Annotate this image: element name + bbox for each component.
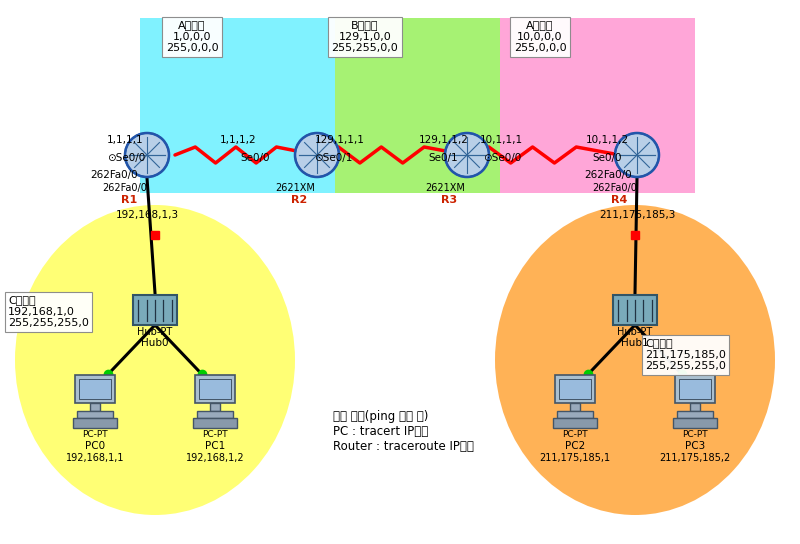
Bar (90, 403, 100, 411)
Bar (690, 403, 700, 411)
Bar (73, 418, 117, 428)
Ellipse shape (15, 205, 295, 515)
Text: Se0/1: Se0/1 (428, 153, 458, 163)
Text: ⊙Se0/1: ⊙Se0/1 (314, 153, 352, 163)
Text: 192,168,1,1: 192,168,1,1 (66, 453, 124, 463)
Text: 경로 추적(ping 안될 때)
PC : tracert IP주소
Router : traceroute IP주소: 경로 추적(ping 안될 때) PC : tracert IP주소 Route… (333, 410, 474, 453)
Text: C클래스
211,175,185,0
255,255,255,0: C클래스 211,175,185,0 255,255,255,0 (645, 338, 726, 371)
Text: PC1: PC1 (205, 441, 225, 451)
Text: 211,175,185,2: 211,175,185,2 (659, 453, 730, 463)
Bar (675, 375, 715, 403)
Bar (133, 295, 177, 325)
Circle shape (295, 133, 339, 177)
Text: 211,175,185,3: 211,175,185,3 (599, 210, 675, 220)
Bar (559, 379, 591, 399)
Text: 1,1,1,2: 1,1,1,2 (220, 135, 256, 145)
Text: R2: R2 (291, 195, 307, 205)
Bar (197, 411, 233, 418)
Text: B클래스
129,1,0,0
255,255,0,0: B클래스 129,1,0,0 255,255,0,0 (332, 20, 398, 53)
Text: PC-PT: PC-PT (82, 430, 108, 439)
Bar (195, 375, 235, 403)
Text: 10,1,1,1: 10,1,1,1 (479, 135, 522, 145)
Text: PC2: PC2 (565, 441, 585, 451)
Circle shape (445, 133, 489, 177)
Text: Hub-PT: Hub-PT (138, 327, 173, 337)
Text: Hub-PT: Hub-PT (618, 327, 653, 337)
Bar (679, 379, 711, 399)
Text: A클래스
1,0,0,0
255,0,0,0: A클래스 1,0,0,0 255,0,0,0 (166, 20, 218, 53)
Text: 2621XM: 2621XM (275, 183, 315, 193)
Text: 192,168,1,3: 192,168,1,3 (115, 210, 178, 220)
Circle shape (125, 133, 169, 177)
Bar (555, 375, 595, 403)
Text: PC3: PC3 (685, 441, 705, 451)
Text: 192,168,1,2: 192,168,1,2 (186, 453, 244, 463)
Text: R4: R4 (611, 195, 627, 205)
Bar (553, 418, 597, 428)
Bar (613, 295, 657, 325)
Text: PC-PT: PC-PT (562, 430, 588, 439)
Text: ⊙Se0/0: ⊙Se0/0 (483, 153, 521, 163)
Text: A클래스
10,0,0,0
255,0,0,0: A클래스 10,0,0,0 255,0,0,0 (514, 20, 566, 53)
Text: 129,1,1,2: 129,1,1,2 (419, 135, 469, 145)
Text: Se0/0: Se0/0 (592, 153, 622, 163)
Bar (199, 379, 231, 399)
Text: C클래스
192,168,1,0
255,255,255,0: C클래스 192,168,1,0 255,255,255,0 (8, 295, 89, 328)
Text: 262Fa0/0: 262Fa0/0 (593, 183, 638, 193)
Text: ⊙Se0/0: ⊙Se0/0 (107, 153, 145, 163)
Text: 2621XM: 2621XM (425, 183, 465, 193)
Text: R1: R1 (121, 195, 137, 205)
Text: PC-PT: PC-PT (682, 430, 708, 439)
Text: R3: R3 (441, 195, 457, 205)
Ellipse shape (495, 205, 775, 515)
Text: 262Fa0/0: 262Fa0/0 (584, 170, 632, 180)
Text: Hub1: Hub1 (621, 338, 649, 348)
Text: Se0/0: Se0/0 (240, 153, 270, 163)
Bar (79, 379, 111, 399)
Bar (677, 411, 713, 418)
Bar (500, 18, 695, 193)
Text: PC0: PC0 (85, 441, 105, 451)
Bar (557, 411, 593, 418)
Bar (210, 403, 220, 411)
Circle shape (615, 133, 659, 177)
Text: PC-PT: PC-PT (202, 430, 228, 439)
Text: 1,1,1,1: 1,1,1,1 (106, 135, 143, 145)
Bar (140, 18, 335, 193)
Text: 129,1,1,1: 129,1,1,1 (315, 135, 365, 145)
Text: 10,1,1,2: 10,1,1,2 (586, 135, 629, 145)
Bar (335, 18, 500, 193)
Bar (193, 418, 237, 428)
Text: 262Fa0/0: 262Fa0/0 (102, 183, 147, 193)
Text: Hub0: Hub0 (142, 338, 169, 348)
Bar (570, 403, 580, 411)
Bar (75, 375, 115, 403)
Text: 211,175,185,1: 211,175,185,1 (539, 453, 610, 463)
Bar (673, 418, 717, 428)
Bar (77, 411, 113, 418)
Text: 262Fa0/0: 262Fa0/0 (90, 170, 138, 180)
